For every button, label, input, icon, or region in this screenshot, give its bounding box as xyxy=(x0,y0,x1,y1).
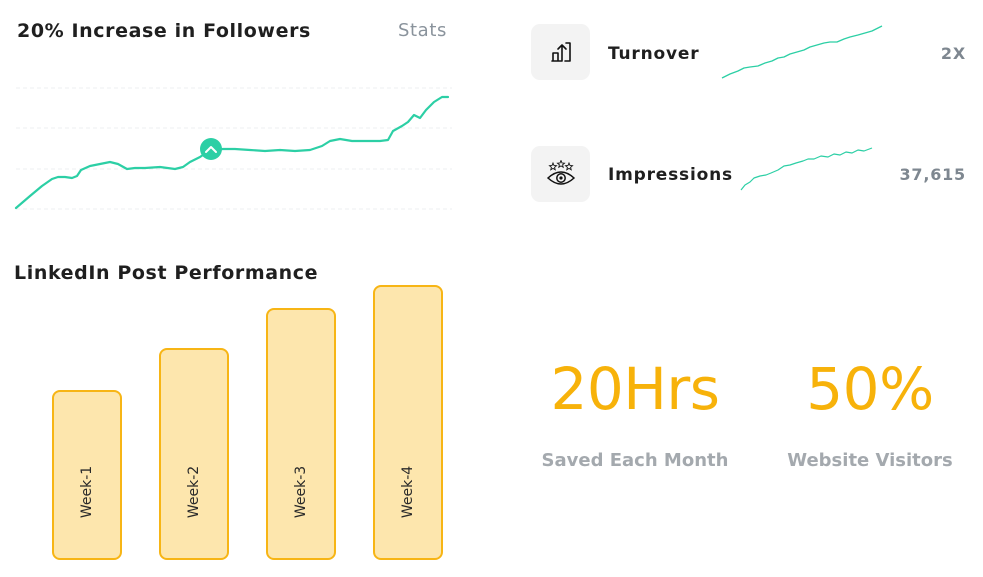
bar-week-1[interactable]: Week-1 xyxy=(52,390,122,560)
bar-label: Week-4 xyxy=(400,465,416,519)
followers-line-chart xyxy=(14,87,452,210)
turnover-icon-tile xyxy=(531,24,590,80)
chart-marker[interactable] xyxy=(200,138,222,160)
turnover-value: 2X xyxy=(940,44,966,63)
growth-arrow-icon xyxy=(550,42,571,62)
bar-label: Week-1 xyxy=(79,465,95,519)
bar-week-4[interactable]: Week-4 xyxy=(373,285,443,560)
impressions-label: Impressions xyxy=(608,165,733,185)
turnover-sparkline xyxy=(721,25,883,79)
post-performance-bar-chart: Week-1 Week-2 Week-3 Week-4 xyxy=(0,280,470,561)
website-visitors-value: 50% xyxy=(806,355,934,423)
impressions-icon-tile xyxy=(531,146,590,202)
turnover-label: Turnover xyxy=(608,44,700,64)
chart-gridlines xyxy=(16,87,452,210)
website-visitors-caption: Website Visitors xyxy=(787,450,953,471)
bar-label: Week-2 xyxy=(186,465,202,519)
hours-saved-value: 20Hrs xyxy=(550,355,720,423)
hours-saved-caption: Saved Each Month xyxy=(541,450,729,471)
bar-week-3[interactable]: Week-3 xyxy=(266,308,336,560)
bar-week-2[interactable]: Week-2 xyxy=(159,348,229,560)
eye-stars-icon xyxy=(546,160,575,185)
impressions-sparkline xyxy=(740,147,873,191)
bar-label: Week-3 xyxy=(293,465,309,519)
followers-title: 20% Increase in Followers xyxy=(17,20,311,42)
post-performance-title: LinkedIn Post Performance xyxy=(14,262,319,284)
impressions-value: 37,615 xyxy=(899,165,966,184)
followers-trend-line xyxy=(14,95,450,210)
stats-link[interactable]: Stats xyxy=(398,20,447,41)
